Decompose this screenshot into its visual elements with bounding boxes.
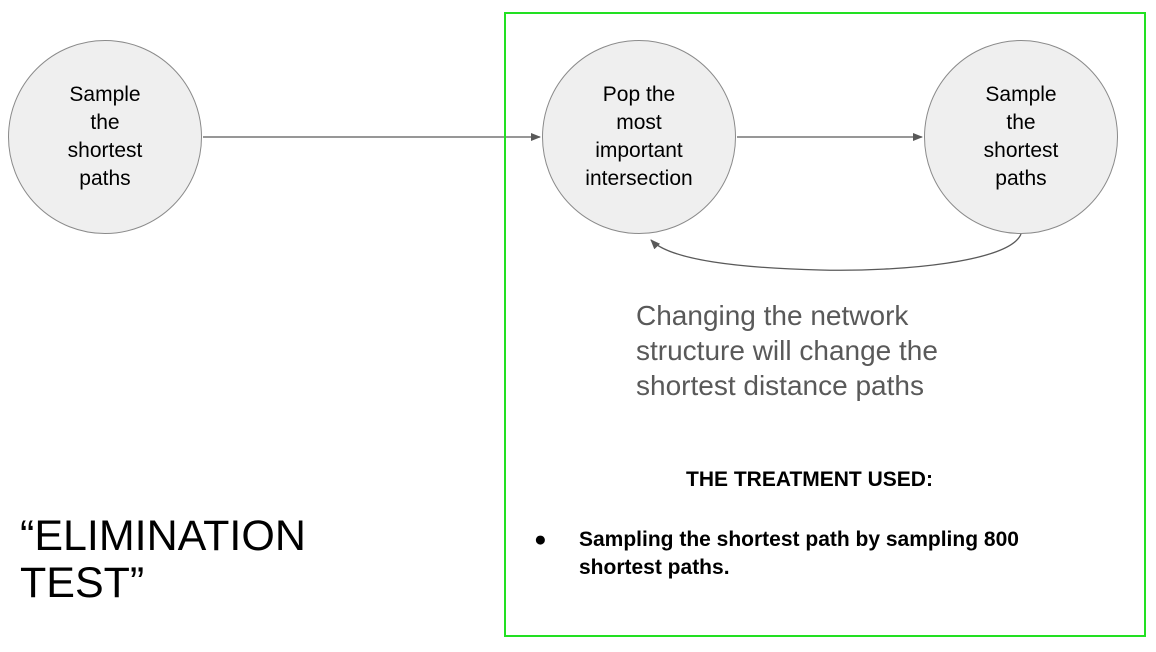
- treatment-list: ● Sampling the shortest path by sampling…: [534, 526, 1094, 582]
- bullet-icon: ●: [534, 528, 547, 551]
- node-sample-shortest-paths-right: Sample the shortest paths: [924, 40, 1118, 234]
- network-change-note: Changing the network structure will chan…: [636, 300, 938, 401]
- edge-feedback-loop: [650, 233, 1022, 271]
- treatment-frame: [504, 12, 1146, 637]
- node-label: Pop the most important intersection: [585, 83, 693, 190]
- page-title: “ELIMINATION TEST”: [20, 512, 306, 607]
- treatment-item-text: Sampling the shortest path by sampling 8…: [579, 528, 1019, 579]
- node-pop-intersection: Pop the most important intersection: [542, 40, 736, 234]
- node-label: Sample the shortest paths: [67, 83, 143, 190]
- node-label: Sample the shortest paths: [983, 83, 1059, 190]
- node-sample-shortest-paths-left: Sample the shortest paths: [8, 40, 202, 234]
- treatment-item: ● Sampling the shortest path by sampling…: [534, 526, 1094, 582]
- treatment-heading: THE TREATMENT USED:: [686, 468, 933, 491]
